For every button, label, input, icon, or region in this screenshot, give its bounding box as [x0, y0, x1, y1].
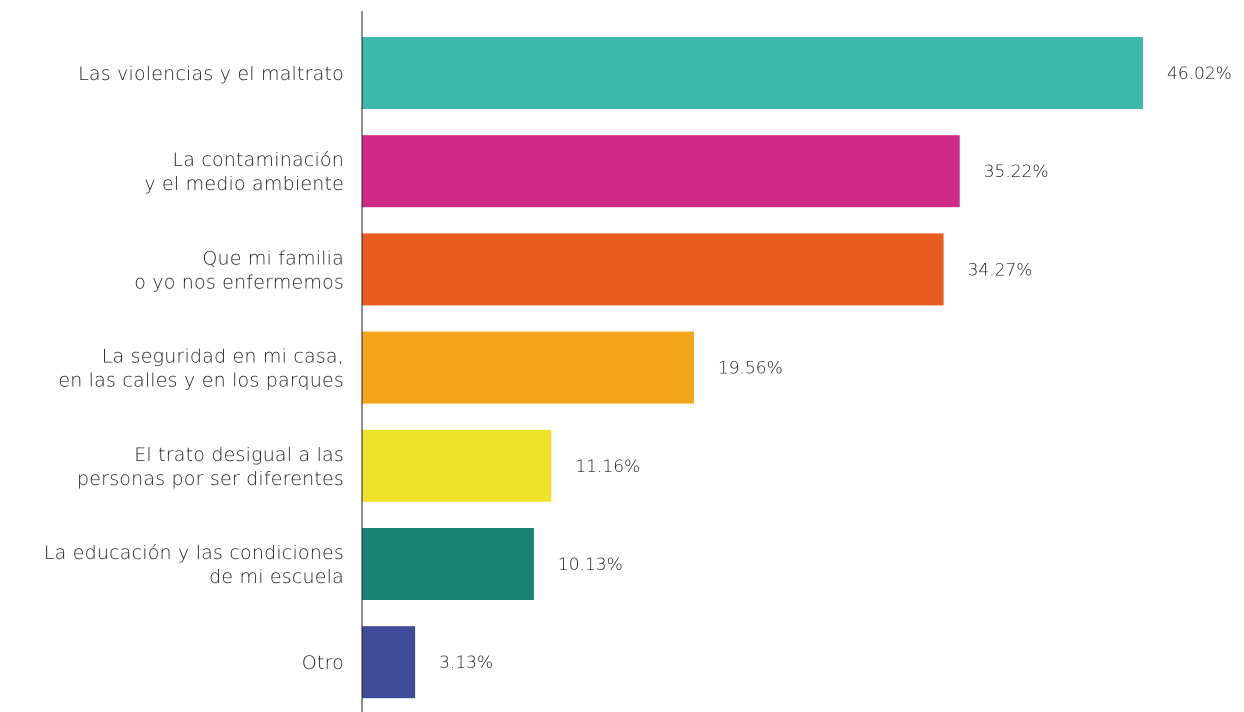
value-labels-layer: 46.02% 35.22% 34.27% 19.56% 11.16% 10.13% 3.13…	[439, 64, 1232, 673]
category-label-line: personas por ser diferentes	[77, 468, 344, 490]
bar-7	[362, 626, 416, 699]
category-labels-layer: Las violencias y el maltrato La contamina…	[44, 63, 344, 674]
bar-2	[362, 135, 960, 208]
category-label-line: o yo nos enfermemos	[134, 271, 344, 293]
value-label-3: 34.27%	[968, 260, 1033, 280]
category-label-line: La educación y las condiciones	[44, 542, 344, 564]
value-label-1: 46.02%	[1167, 64, 1232, 84]
category-label-2: La contaminación y el medio ambiente	[144, 149, 344, 195]
bar-1	[362, 37, 1143, 109]
value-label-7: 3.13%	[439, 653, 493, 673]
value-label-5: 11.16%	[575, 457, 640, 477]
category-label-line: Que mi familia	[202, 247, 344, 269]
category-label-line: y el medio ambiente	[144, 173, 344, 195]
category-label-line: en las calles y en los parques	[58, 370, 344, 392]
category-label-6: La educación y las condiciones de mi escu…	[44, 542, 344, 588]
bar-6	[362, 528, 534, 600]
bar-5	[362, 429, 552, 502]
value-label-4: 19.56%	[718, 359, 783, 379]
value-label-6: 10.13%	[558, 555, 623, 575]
category-label-1: Las violencias y el maltrato	[78, 63, 344, 85]
category-label-line: Otro	[302, 652, 344, 674]
category-label-3: Que mi familia o yo nos enfermemos	[134, 247, 344, 293]
category-label-4: La seguridad en mi casa, en las calles y …	[58, 346, 344, 392]
category-label-line: La seguridad en mi casa,	[102, 346, 344, 368]
category-label-line: de mi escuela	[209, 566, 344, 588]
category-label-7: Otro	[302, 652, 344, 674]
category-label-line: La contaminación	[172, 149, 344, 171]
value-label-2: 35.22%	[984, 162, 1049, 182]
category-label-line: Las violencias y el maltrato	[78, 63, 344, 85]
bar-4	[362, 331, 694, 404]
category-label-5: El trato desigual a las personas por ser …	[77, 444, 344, 490]
category-label-line: El trato desigual a las	[134, 444, 344, 466]
bars-layer	[362, 37, 1143, 699]
bar-3	[362, 233, 944, 306]
